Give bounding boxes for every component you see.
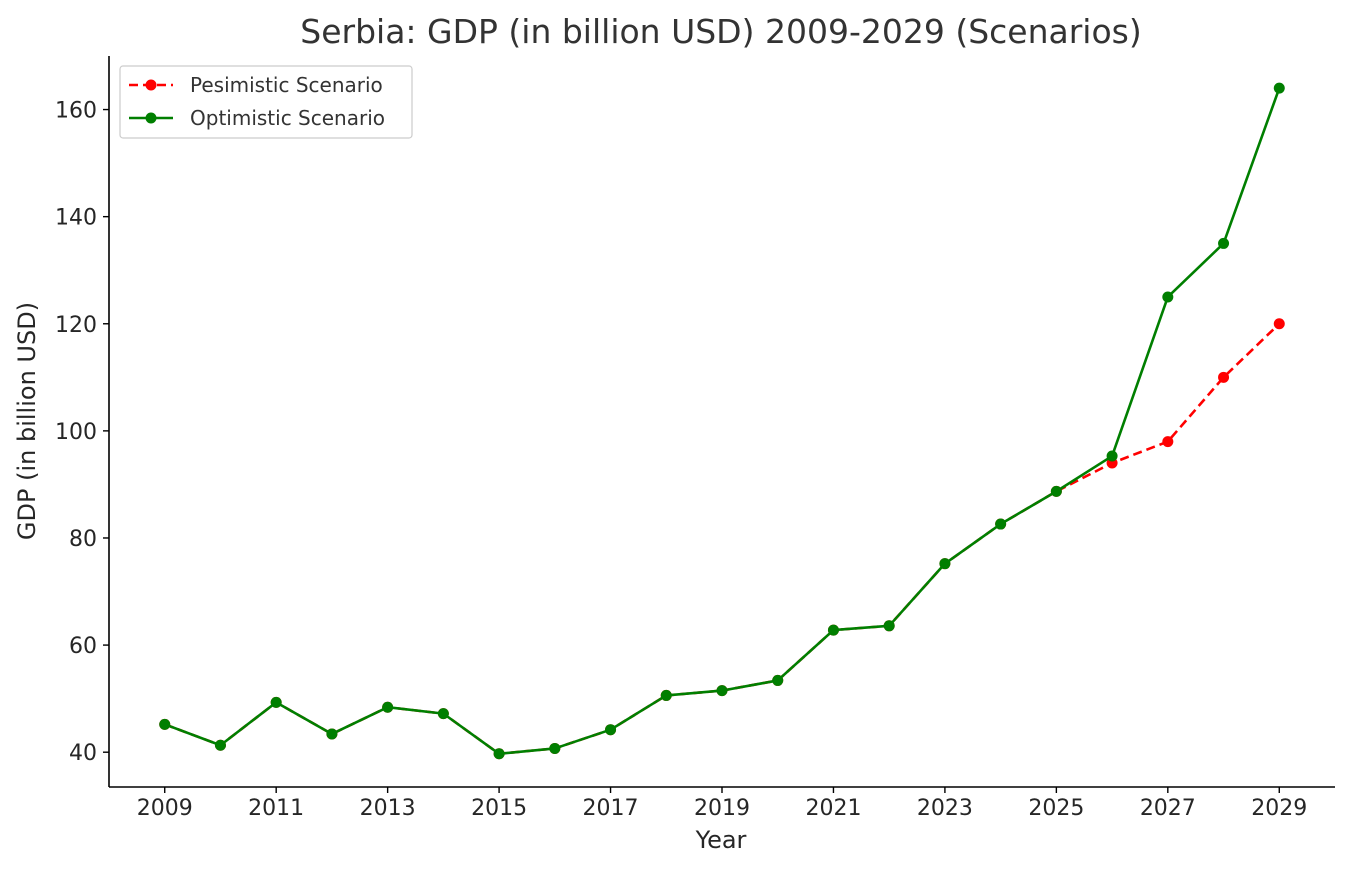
pesimistic-scenario-point (1273, 318, 1285, 330)
optimistic-scenario-point (772, 674, 784, 686)
x-tick-label: 2023 (917, 796, 973, 821)
optimistic-scenario-point (493, 748, 505, 760)
y-axis-title: GDP (in billion USD) (13, 302, 41, 540)
optimistic-scenario-line (164, 87, 1281, 756)
legend-optimistic-scenario-label: Optimistic Scenario (190, 106, 385, 130)
x-tick-label: 2021 (805, 796, 861, 821)
pesimistic-scenario-point (1218, 371, 1230, 383)
chart-title: Serbia: GDP (in billion USD) 2009-2029 (… (300, 12, 1141, 51)
legend: Pesimistic Scenario Optimistic Scenario (119, 65, 413, 139)
optimistic-scenario-point (605, 724, 617, 736)
x-axis-ticks: 2009 2011 2013 2015 2017 2019 2021 2023 2025 2027… (137, 787, 1307, 821)
x-tick-label: 2009 (137, 796, 193, 821)
optimistic-scenario-point (1218, 237, 1230, 249)
optimistic-scenario-point (1050, 485, 1062, 497)
x-tick-label: 2017 (583, 796, 639, 821)
optimistic-scenario-point (159, 718, 171, 730)
plot-series (159, 82, 1285, 760)
legend-frame (119, 65, 413, 139)
optimistic-scenario-point (1106, 450, 1118, 462)
optimistic-scenario-point (939, 558, 951, 570)
y-axis-ticks: 40 60 80 100 120 140 160 (55, 99, 109, 766)
x-tick-label: 2027 (1140, 796, 1196, 821)
y-tick-label: 40 (69, 741, 97, 766)
x-tick-label: 2013 (360, 796, 416, 821)
optimistic-scenario-point (326, 728, 338, 740)
optimistic-scenario-point (827, 624, 839, 636)
x-axis-title: Year (695, 826, 747, 854)
optimistic-scenario-point (1162, 291, 1174, 303)
legend-pesimistic-scenario-label: Pesimistic Scenario (190, 73, 383, 97)
y-tick-label: 120 (55, 313, 97, 338)
optimistic-scenario-point (437, 708, 449, 720)
optimistic-scenario-point (1273, 82, 1285, 94)
optimistic-scenario-point (716, 685, 728, 697)
optimistic-scenario-point (995, 518, 1007, 530)
optimistic-scenario-point (883, 620, 895, 632)
legend-pesimistic-scenario-marker (145, 79, 157, 91)
x-tick-label: 2015 (471, 796, 527, 821)
y-tick-label: 100 (55, 420, 97, 445)
optimistic-scenario-point (660, 689, 672, 701)
optimistic-scenario-point (549, 742, 561, 754)
optimistic-scenario-point (270, 696, 282, 708)
x-tick-label: 2025 (1028, 796, 1084, 821)
x-tick-label: 2029 (1251, 796, 1307, 821)
pesimistic-scenario-point (1162, 436, 1174, 448)
optimistic-scenario-point (382, 701, 394, 713)
y-tick-label: 160 (55, 99, 97, 124)
y-tick-label: 60 (69, 634, 97, 659)
x-tick-label: 2019 (694, 796, 750, 821)
y-tick-label: 140 (55, 206, 97, 231)
y-tick-label: 80 (69, 527, 97, 552)
legend-optimistic-scenario-marker (145, 112, 157, 124)
optimistic-scenario-point (214, 739, 226, 751)
x-tick-label: 2011 (248, 796, 304, 821)
